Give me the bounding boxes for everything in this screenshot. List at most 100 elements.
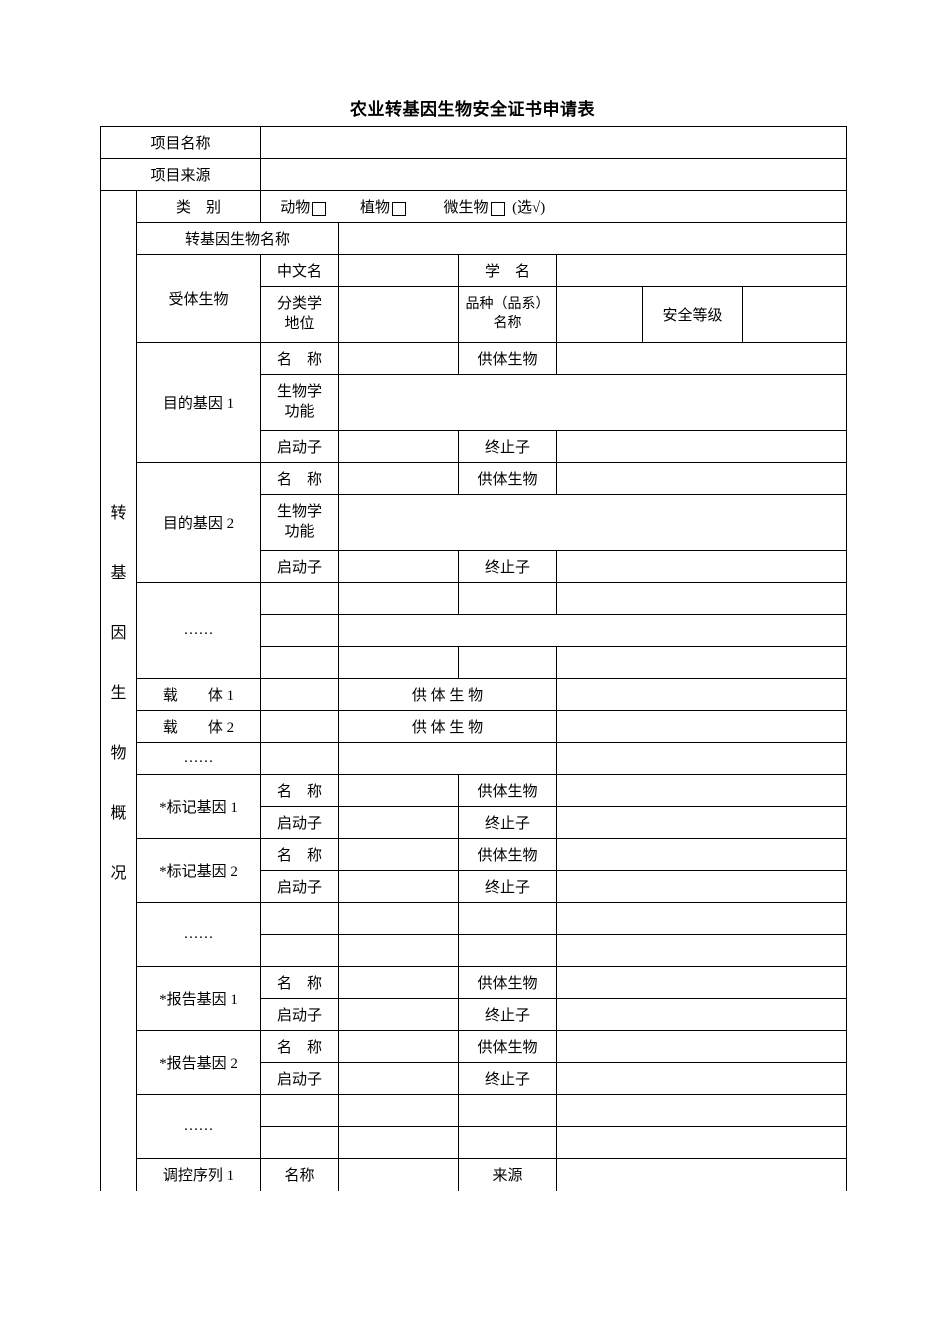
input-vector2-a[interactable] xyxy=(261,711,339,743)
input-m2-donor[interactable] xyxy=(557,839,847,871)
cell-e3-4[interactable] xyxy=(557,647,847,679)
cell-me1-4[interactable] xyxy=(557,903,847,935)
input-reg-name[interactable] xyxy=(339,1159,459,1191)
cell-me1-1[interactable] xyxy=(261,903,339,935)
page-title: 农业转基因生物安全证书申请表 xyxy=(100,95,845,120)
input-m1-donor[interactable] xyxy=(557,775,847,807)
input-m2-terminator[interactable] xyxy=(557,871,847,903)
input-g1-donor[interactable] xyxy=(557,343,847,375)
label-g2-name: 名 称 xyxy=(261,463,339,495)
cell-re2-3[interactable] xyxy=(459,1127,557,1159)
cell-e2-1[interactable] xyxy=(261,615,339,647)
input-cn-name[interactable] xyxy=(339,255,459,287)
input-g2-name[interactable] xyxy=(339,463,459,495)
input-vector1-a[interactable] xyxy=(261,679,339,711)
input-g2-promoter[interactable] xyxy=(339,551,459,583)
cell-re2-2[interactable] xyxy=(339,1127,459,1159)
input-sci-name[interactable] xyxy=(557,255,847,287)
checkbox-animal[interactable] xyxy=(312,202,326,216)
label-g2-donor: 供体生物 xyxy=(459,463,557,495)
input-r1-name[interactable] xyxy=(339,967,459,999)
input-g1-name[interactable] xyxy=(339,343,459,375)
cell-ve-3[interactable] xyxy=(557,743,847,775)
cell-e1-4[interactable] xyxy=(557,583,847,615)
checkbox-plant[interactable] xyxy=(392,202,406,216)
input-vector2-donor[interactable] xyxy=(557,711,847,743)
label-select-check: (选√) xyxy=(512,200,545,216)
side-label: 转 基 因 生 物 概 况 xyxy=(101,191,137,1191)
label-reg-seq1: 调控序列 1 xyxy=(137,1159,261,1191)
cell-re1-4[interactable] xyxy=(557,1095,847,1127)
label-sci-name: 学 名 xyxy=(459,255,557,287)
input-g2-terminator[interactable] xyxy=(557,551,847,583)
cell-me1-3[interactable] xyxy=(459,903,557,935)
input-r1-donor[interactable] xyxy=(557,967,847,999)
side-char-1: 基 xyxy=(110,565,126,582)
label-r1-terminator: 终止子 xyxy=(459,999,557,1031)
input-g2-donor[interactable] xyxy=(557,463,847,495)
input-project-source[interactable] xyxy=(261,159,847,191)
label-microbe: 微生物 xyxy=(444,200,489,216)
input-r2-promoter[interactable] xyxy=(339,1063,459,1095)
cell-e3-2[interactable] xyxy=(339,647,459,679)
label-m2-donor: 供体生物 xyxy=(459,839,557,871)
input-r1-promoter[interactable] xyxy=(339,999,459,1031)
input-project-name[interactable] xyxy=(261,127,847,159)
input-r2-terminator[interactable] xyxy=(557,1063,847,1095)
cell-me2-3[interactable] xyxy=(459,935,557,967)
label-m2-promoter: 启动子 xyxy=(261,871,339,903)
side-char-3: 生 xyxy=(110,685,126,702)
input-r2-donor[interactable] xyxy=(557,1031,847,1063)
label-m1-promoter: 启动子 xyxy=(261,807,339,839)
cell-re1-1[interactable] xyxy=(261,1095,339,1127)
input-reg-source[interactable] xyxy=(557,1159,847,1191)
input-g1-promoter[interactable] xyxy=(339,431,459,463)
input-taxonomy[interactable] xyxy=(339,287,459,343)
input-m1-promoter[interactable] xyxy=(339,807,459,839)
label-target-gene1: 目的基因 1 xyxy=(137,343,261,463)
label-r1-name: 名 称 xyxy=(261,967,339,999)
input-r2-name[interactable] xyxy=(339,1031,459,1063)
input-m1-terminator[interactable] xyxy=(557,807,847,839)
input-gmo-name[interactable] xyxy=(339,223,847,255)
input-g1-biofunc[interactable] xyxy=(339,375,847,431)
input-m1-name[interactable] xyxy=(339,775,459,807)
input-m2-name[interactable] xyxy=(339,839,459,871)
input-variety[interactable] xyxy=(557,287,643,343)
cell-me2-2[interactable] xyxy=(339,935,459,967)
input-g1-terminator[interactable] xyxy=(557,431,847,463)
label-g2-biofunc: 生物学功能 xyxy=(261,495,339,551)
label-r1-promoter: 启动子 xyxy=(261,999,339,1031)
cell-e1-3[interactable] xyxy=(459,583,557,615)
cell-ve-2[interactable] xyxy=(339,743,557,775)
checkbox-microbe[interactable] xyxy=(491,202,505,216)
label-reg-source: 来源 xyxy=(459,1159,557,1191)
cell-e1-1[interactable] xyxy=(261,583,339,615)
label-gmo-name: 转基因生物名称 xyxy=(137,223,339,255)
cell-re1-2[interactable] xyxy=(339,1095,459,1127)
input-vector1-donor[interactable] xyxy=(557,679,847,711)
label-reporter2: *报告基因 2 xyxy=(137,1031,261,1095)
label-m1-name: 名 称 xyxy=(261,775,339,807)
label-target-gene2: 目的基因 2 xyxy=(137,463,261,583)
label-project-name: 项目名称 xyxy=(101,127,261,159)
cell-re2-4[interactable] xyxy=(557,1127,847,1159)
cell-e3-1[interactable] xyxy=(261,647,339,679)
cell-re2-1[interactable] xyxy=(261,1127,339,1159)
label-animal: 动物 xyxy=(280,200,310,216)
input-safety-level[interactable] xyxy=(743,287,847,343)
label-reporter1: *报告基因 1 xyxy=(137,967,261,1031)
input-m2-promoter[interactable] xyxy=(339,871,459,903)
cell-e3-3[interactable] xyxy=(459,647,557,679)
cell-e2-2[interactable] xyxy=(339,615,847,647)
input-g2-biofunc[interactable] xyxy=(339,495,847,551)
input-r1-terminator[interactable] xyxy=(557,999,847,1031)
cell-category-options: 动物 植物 微生物 (选√) xyxy=(261,191,847,223)
label-reporter-ellipsis: …… xyxy=(137,1095,261,1159)
cell-ve-1[interactable] xyxy=(261,743,339,775)
cell-me2-4[interactable] xyxy=(557,935,847,967)
cell-re1-3[interactable] xyxy=(459,1095,557,1127)
cell-me2-1[interactable] xyxy=(261,935,339,967)
cell-me1-2[interactable] xyxy=(339,903,459,935)
cell-e1-2[interactable] xyxy=(339,583,459,615)
